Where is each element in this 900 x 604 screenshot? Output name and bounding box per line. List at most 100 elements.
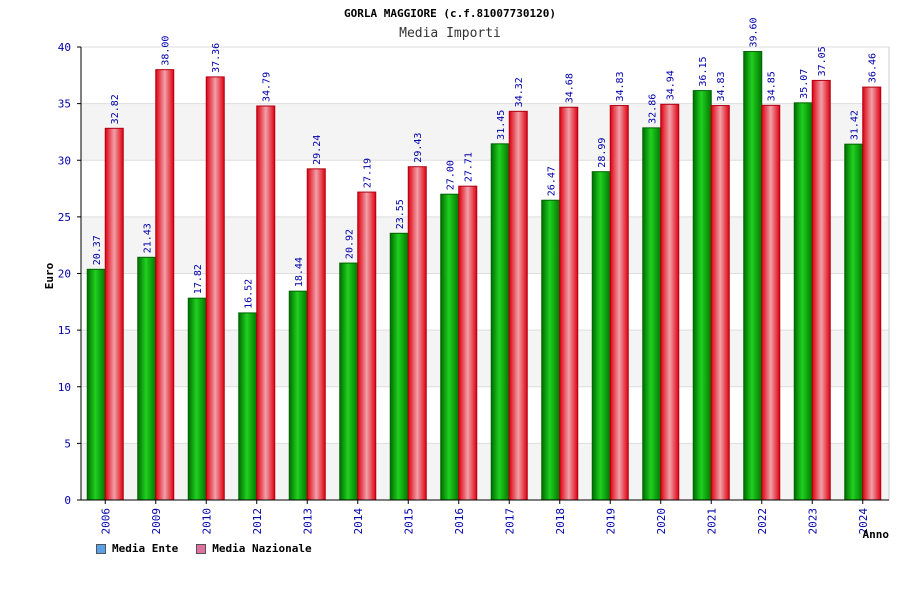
bar-media-ente	[490, 143, 510, 501]
x-tick-label: 2009	[150, 508, 163, 535]
bar-value-label: 34.83	[716, 71, 727, 101]
bar-value-label: 38.00	[161, 36, 172, 66]
x-tick-label: 2014	[352, 508, 365, 535]
bar-media-nazionale	[609, 105, 629, 501]
bar-media-ente	[440, 193, 460, 501]
bar-media-nazionale	[710, 105, 730, 501]
bar-media-ente	[187, 297, 207, 501]
bar-value-label: 29.43	[413, 133, 424, 163]
bar-media-ente	[642, 127, 662, 501]
bar-value-label: 36.15	[698, 56, 709, 86]
bar-value-label: 29.24	[312, 135, 323, 165]
bar-value-label: 20.92	[345, 229, 356, 259]
y-tick-label: 15	[58, 324, 71, 337]
x-tick-label: 2023	[806, 508, 819, 535]
bar-value-label: 34.94	[666, 70, 677, 100]
y-tick-label: 20	[58, 268, 71, 281]
bar-media-nazionale	[660, 103, 680, 501]
bar-media-nazionale	[407, 166, 427, 501]
legend-swatch-media-nazionale	[196, 543, 207, 554]
bar-media-ente	[743, 51, 763, 501]
bar-value-label: 32.86	[648, 94, 659, 124]
bar-value-label: 17.82	[193, 264, 204, 294]
bar-value-label: 31.42	[850, 110, 861, 140]
bar-media-nazionale	[155, 69, 175, 501]
bar-media-ente	[238, 312, 258, 501]
x-tick-label: 2012	[251, 508, 264, 535]
x-tick-label: 2015	[402, 508, 415, 535]
bar-value-label: 23.55	[395, 199, 406, 229]
bar-value-label: 32.82	[110, 94, 121, 124]
bar-media-ente	[86, 268, 106, 501]
bar-media-ente	[339, 262, 359, 501]
x-tick-label: 2013	[301, 508, 314, 535]
bar-media-nazionale	[458, 185, 478, 501]
bar-value-label: 34.32	[514, 77, 525, 107]
y-tick-label: 10	[58, 381, 71, 394]
bar-value-label: 34.83	[615, 71, 626, 101]
bar-media-ente	[591, 171, 611, 501]
bar-value-label: 27.19	[363, 158, 374, 188]
chart-subtitle: Media Importi	[399, 26, 501, 41]
legend-swatch-media-ente	[96, 543, 106, 554]
bar-value-label: 37.36	[211, 43, 222, 73]
bar-media-ente	[793, 102, 813, 501]
y-tick-label: 30	[58, 154, 71, 167]
bar-value-label: 16.52	[244, 279, 255, 309]
bar-media-nazionale	[256, 105, 276, 501]
x-tick-label: 2016	[453, 508, 466, 535]
x-tick-label: 2021	[705, 508, 718, 535]
x-tick-label: 2022	[756, 508, 769, 535]
bar-value-label: 26.47	[547, 166, 558, 196]
y-axis-label: Euro	[43, 262, 56, 289]
legend-item-media-ente: Media Ente	[96, 542, 178, 555]
legend-label-media-ente: Media Ente	[112, 542, 179, 555]
bar-value-label: 18.44	[294, 257, 305, 287]
bar-value-label: 35.07	[799, 69, 810, 99]
legend-item-media-nazionale: Media Nazionale	[196, 542, 312, 555]
bar-value-label: 37.05	[817, 46, 828, 76]
bar-value-label: 21.43	[143, 223, 154, 253]
bar-media-ente	[692, 90, 712, 501]
y-tick-label: 5	[64, 437, 71, 450]
bar-value-label: 20.37	[92, 235, 103, 265]
bar-media-nazionale	[357, 191, 377, 501]
bar-media-nazionale	[508, 110, 528, 501]
bar-media-ente	[137, 256, 157, 501]
bar-value-label: 34.85	[767, 71, 778, 101]
chart-title: GORLA MAGGIORE (c.f.81007730120)	[344, 7, 556, 20]
x-tick-label: 2024	[857, 508, 870, 535]
bar-value-label: 27.71	[464, 152, 475, 182]
bar-value-label: 34.68	[565, 73, 576, 103]
bar-media-nazionale	[104, 127, 124, 501]
bar-media-nazionale	[559, 106, 579, 501]
x-tick-label: 2020	[655, 508, 668, 535]
y-tick-label: 40	[58, 41, 71, 54]
bar-media-ente	[288, 290, 308, 501]
x-axis-label: Anno	[863, 528, 890, 541]
bar-value-label: 34.79	[262, 72, 273, 102]
bar-media-nazionale	[205, 76, 225, 501]
bar-value-label: 28.99	[597, 138, 608, 168]
x-tick-label: 2010	[200, 508, 213, 535]
bar-media-ente	[541, 199, 561, 501]
x-tick-label: 2006	[99, 508, 112, 535]
legend: Media Ente Media Nazionale	[96, 542, 312, 555]
y-tick-label: 35	[58, 98, 71, 111]
x-tick-label: 2017	[503, 508, 516, 535]
x-tick-label: 2019	[604, 508, 617, 535]
bar-value-label: 31.45	[496, 110, 507, 140]
legend-label-media-nazionale: Media Nazionale	[212, 542, 312, 555]
bar-media-nazionale	[811, 79, 831, 501]
bar-media-nazionale	[306, 168, 326, 501]
bar-value-label: 27.00	[446, 160, 457, 190]
bar-media-ente	[844, 143, 864, 501]
x-tick-label: 2018	[554, 508, 567, 535]
bar-media-nazionale	[761, 104, 781, 501]
y-tick-label: 25	[58, 211, 71, 224]
bar-value-label: 39.60	[749, 17, 760, 47]
bar-media-ente	[389, 232, 409, 501]
y-tick-label: 0	[64, 494, 71, 507]
